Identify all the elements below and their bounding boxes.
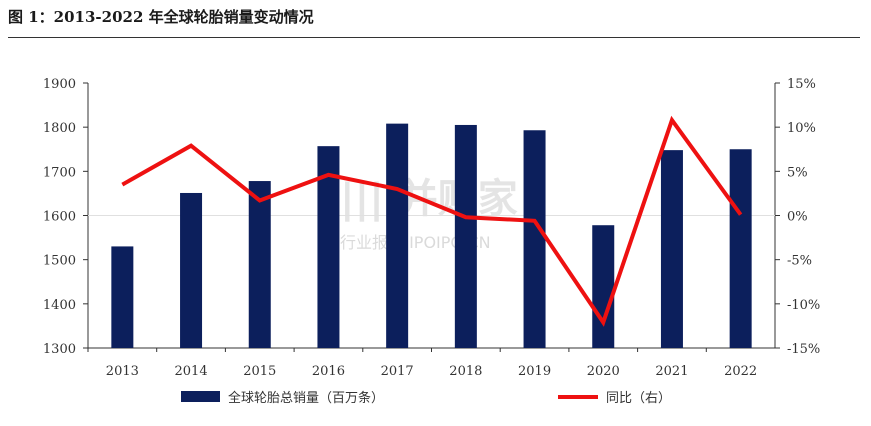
- bar-2015: [248, 181, 271, 348]
- left-tick-label: 1600: [43, 210, 76, 225]
- legend: 全球轮胎总销量（百万条） 同比（右）: [181, 390, 671, 406]
- bar-2013: [111, 246, 134, 348]
- right-tick-label: -15%: [787, 342, 820, 357]
- left-tick-label: 1900: [43, 77, 76, 92]
- line-series: [121, 115, 743, 327]
- bar-2018: [454, 124, 477, 348]
- bar-2022: [729, 149, 752, 348]
- x-tick-label: 2018: [449, 364, 482, 379]
- left-tick-label: 1800: [43, 121, 76, 136]
- x-tick-label: 2022: [724, 364, 757, 379]
- bar-2019: [523, 130, 546, 348]
- x-tick-label: 2013: [106, 364, 139, 379]
- x-tick-label: 2020: [587, 364, 620, 379]
- x-tick-label: 2014: [175, 364, 208, 379]
- legend-bar-swatch: [181, 391, 220, 402]
- tick-labels: 1300 1400 1500 1600 1700 1800 1900 -15% -10% -5% 0…: [43, 77, 820, 379]
- bar-2021: [660, 150, 683, 348]
- figure-title: 图 1：2013-2022 年全球轮胎销量变动情况: [8, 8, 314, 26]
- x-tick-label: 2015: [243, 364, 276, 379]
- right-tick-label: 0%: [787, 210, 808, 225]
- bar-2016: [317, 146, 340, 348]
- yoy-line: [121, 115, 743, 327]
- right-tick-label: 10%: [787, 121, 816, 136]
- legend-line-label: 同比（右）: [606, 391, 671, 406]
- x-tick-label: 2017: [381, 364, 414, 379]
- right-tick-label: 15%: [787, 77, 816, 92]
- watermark: ||| 并购家 行业报告 IPOIPO.CN: [340, 176, 518, 252]
- watermark-sub: 行业报告 IPOIPO.CN: [340, 233, 491, 252]
- bar-2020: [592, 225, 615, 348]
- axes: [83, 82, 780, 352]
- right-tick-label: 5%: [787, 165, 808, 180]
- legend-bar-label: 全球轮胎总销量（百万条）: [228, 390, 384, 406]
- right-tick-label: -10%: [787, 298, 820, 313]
- x-tick-label: 2016: [312, 364, 345, 379]
- title-divider: [8, 37, 860, 38]
- x-tick-label: 2021: [655, 364, 688, 379]
- bar-2014: [180, 192, 203, 348]
- left-tick-label: 1700: [43, 165, 76, 180]
- bar-2017: [386, 123, 409, 348]
- left-tick-label: 1400: [43, 298, 76, 313]
- right-tick-label: -5%: [787, 254, 812, 269]
- left-tick-label: 1500: [43, 254, 76, 269]
- left-tick-label: 1300: [43, 342, 76, 357]
- bar-series: [111, 123, 752, 348]
- x-tick-label: 2019: [518, 364, 551, 379]
